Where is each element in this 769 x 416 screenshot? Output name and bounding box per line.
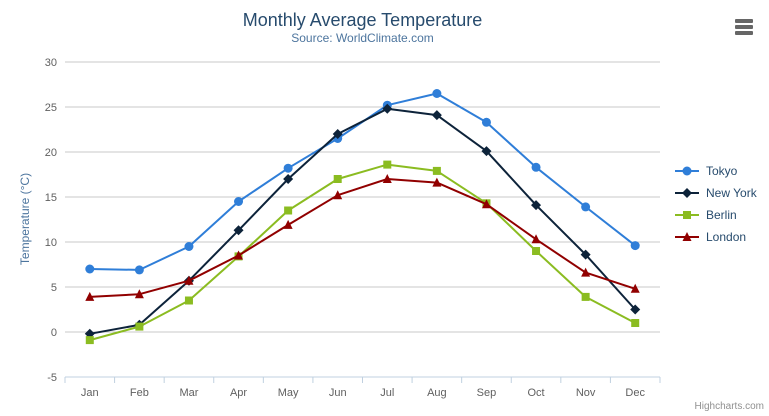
data-point-tokyo[interactable] — [234, 197, 244, 206]
legend-item-london[interactable]: London — [673, 226, 757, 248]
data-point-tokyo[interactable] — [283, 163, 293, 173]
x-axis-tick-label: Jan — [81, 387, 99, 399]
data-point-london[interactable] — [432, 177, 442, 187]
x-axis-tick-label: Nov — [576, 387, 596, 399]
x-axis-tick-label: Aug — [427, 387, 447, 399]
data-point-tokyo[interactable] — [85, 264, 95, 274]
data-point-london[interactable] — [134, 289, 144, 299]
data-point-london[interactable] — [283, 219, 293, 229]
data-point-london[interactable] — [581, 267, 591, 277]
x-axis-tick-label: Jul — [380, 387, 394, 399]
series-line-new-york — [88, 107, 637, 335]
y-axis-tick-label: 30 — [45, 57, 57, 69]
data-point-new-york[interactable] — [580, 249, 591, 260]
data-point-berlin[interactable] — [532, 247, 541, 255]
legend-marker-london — [682, 232, 692, 241]
y-axis-tick-label: 10 — [45, 237, 57, 249]
data-point-london[interactable] — [85, 291, 95, 301]
hamburger-bar — [735, 31, 753, 35]
data-point-berlin[interactable] — [333, 175, 342, 183]
legend-item-berlin[interactable]: Berlin — [673, 204, 757, 226]
y-axis-tick-label: 25 — [45, 102, 57, 114]
export-menu-button[interactable] — [735, 19, 753, 35]
data-point-london[interactable] — [184, 275, 194, 285]
x-axis-tick-label: Dec — [625, 387, 645, 399]
data-point-berlin[interactable] — [631, 319, 640, 327]
legend-item-tokyo[interactable]: Tokyo — [673, 160, 757, 182]
y-axis-tick-label: -5 — [47, 372, 57, 384]
data-point-london[interactable] — [481, 199, 491, 209]
data-point-berlin[interactable] — [135, 322, 144, 331]
x-axis-tick-label: May — [278, 387, 299, 399]
data-point-new-york[interactable] — [481, 146, 492, 157]
data-point-new-york[interactable] — [531, 200, 542, 211]
legend-marker-icon — [675, 166, 699, 176]
series-line-london — [88, 178, 637, 298]
y-axis-tick-label: 15 — [45, 192, 57, 204]
x-axis-tick-label: Jun — [329, 387, 347, 399]
legend: Tokyo New York Berlin London — [673, 160, 757, 248]
legend-marker-icon — [675, 232, 699, 241]
data-point-tokyo[interactable] — [581, 202, 591, 212]
x-axis-tick-label: Mar — [179, 387, 198, 399]
data-point-berlin[interactable] — [85, 336, 94, 345]
hamburger-icon — [735, 19, 753, 35]
data-point-tokyo[interactable] — [531, 162, 541, 172]
x-axis-tick-label: Apr — [230, 387, 247, 399]
legend-label: Berlin — [706, 208, 737, 222]
data-point-london[interactable] — [333, 190, 343, 200]
legend-label: London — [706, 230, 747, 244]
data-point-tokyo[interactable] — [134, 265, 144, 275]
data-point-new-york[interactable] — [630, 304, 641, 315]
hamburger-bar — [735, 19, 753, 23]
legend-label: Tokyo — [706, 164, 738, 178]
series-line-tokyo — [88, 92, 637, 271]
data-point-tokyo[interactable] — [481, 117, 491, 127]
data-point-new-york[interactable] — [382, 103, 393, 114]
credits-link[interactable]: Highcharts.com — [694, 401, 764, 412]
data-point-tokyo[interactable] — [630, 241, 640, 251]
legend-marker-berlin — [683, 211, 691, 219]
legend-label: New York — [706, 186, 757, 200]
legend-marker-icon — [675, 188, 699, 198]
data-point-new-york[interactable] — [332, 129, 343, 139]
chart-title: Monthly Average Temperature — [242, 10, 483, 30]
legend-marker-icon — [675, 211, 699, 219]
data-point-london[interactable] — [531, 234, 541, 244]
y-axis-tick-label: 20 — [45, 147, 57, 159]
legend-marker-new-york — [682, 188, 692, 198]
data-point-berlin[interactable] — [383, 160, 392, 169]
data-point-tokyo[interactable] — [184, 242, 194, 251]
chart-subtitle: Source: WorldClimate.com — [291, 31, 434, 45]
hamburger-bar — [735, 25, 753, 29]
x-axis-tick-label: Feb — [130, 387, 149, 399]
legend-marker-tokyo — [682, 166, 692, 176]
series-line-berlin — [88, 163, 637, 342]
y-axis-tick-label: 0 — [51, 327, 57, 339]
data-point-berlin[interactable] — [581, 292, 590, 301]
data-point-new-york[interactable] — [283, 174, 294, 184]
data-point-tokyo[interactable] — [432, 89, 442, 98]
legend-item-new-york[interactable]: New York — [673, 182, 757, 204]
data-point-new-york[interactable] — [431, 110, 442, 121]
data-point-berlin[interactable] — [432, 166, 441, 175]
data-point-berlin[interactable] — [184, 296, 193, 305]
data-point-new-york[interactable] — [233, 225, 244, 236]
data-point-london[interactable] — [234, 250, 244, 260]
y-axis-tick-label: 5 — [51, 282, 57, 294]
x-axis-tick-label: Sep — [477, 387, 497, 399]
x-axis-tick-label: Oct — [527, 387, 544, 399]
data-point-london[interactable] — [382, 174, 392, 183]
data-point-berlin[interactable] — [284, 206, 293, 215]
data-point-london[interactable] — [630, 283, 640, 293]
